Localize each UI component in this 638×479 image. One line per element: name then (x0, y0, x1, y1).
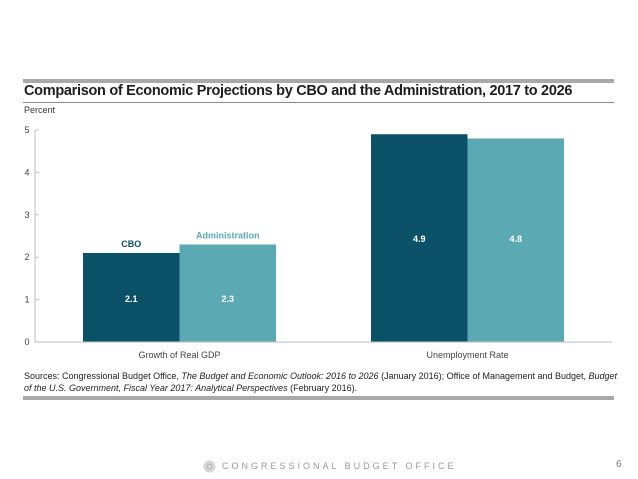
bar-administration-0 (179, 244, 276, 342)
data-label: 4.9 (413, 234, 426, 244)
sources-suffix: (February 2016). (287, 383, 358, 393)
sources-prefix: Sources: Congressional Budget Office, (24, 371, 182, 381)
data-label: 2.1 (125, 294, 138, 304)
sources-note: Sources: Congressional Budget Office, Th… (24, 370, 619, 394)
y-tick-label: 1 (24, 295, 29, 305)
y-tick-label: 3 (24, 210, 29, 220)
sources-mid: (January 2016); Office of Management and… (378, 371, 589, 381)
bar-cbo-0 (83, 252, 180, 342)
category-label: Unemployment Rate (426, 350, 508, 360)
bar-cbo-1 (371, 134, 468, 342)
bar-administration-1 (467, 138, 564, 342)
data-label: 2.3 (221, 294, 234, 304)
legend-label-administration: Administration (196, 230, 260, 240)
bottom-rule (23, 396, 614, 400)
title-rule (23, 102, 614, 103)
category-label: Growth of Real GDP (138, 350, 220, 360)
y-axis-label: Percent (24, 105, 56, 115)
footer-organization: CONGRESSIONAL BUDGET OFFICE (222, 461, 457, 471)
y-tick-label: 0 (24, 337, 29, 347)
y-tick-label: 2 (24, 252, 29, 262)
y-tick-label: 4 (24, 167, 29, 177)
page-number: 6 (616, 459, 622, 470)
sources-title-1: The Budget and Economic Outlook: 2016 to… (181, 371, 379, 381)
sources-title-2: Budget of the U.S. Government, Fiscal Ye… (24, 371, 618, 393)
legend-label-cbo: CBO (121, 239, 141, 249)
data-label: 4.8 (509, 234, 522, 244)
y-tick-label: 5 (24, 125, 29, 135)
top-rule (23, 79, 614, 83)
chart-title: Comparison of Economic Projections by CB… (24, 83, 573, 99)
cbo-seal-icon (203, 460, 216, 473)
